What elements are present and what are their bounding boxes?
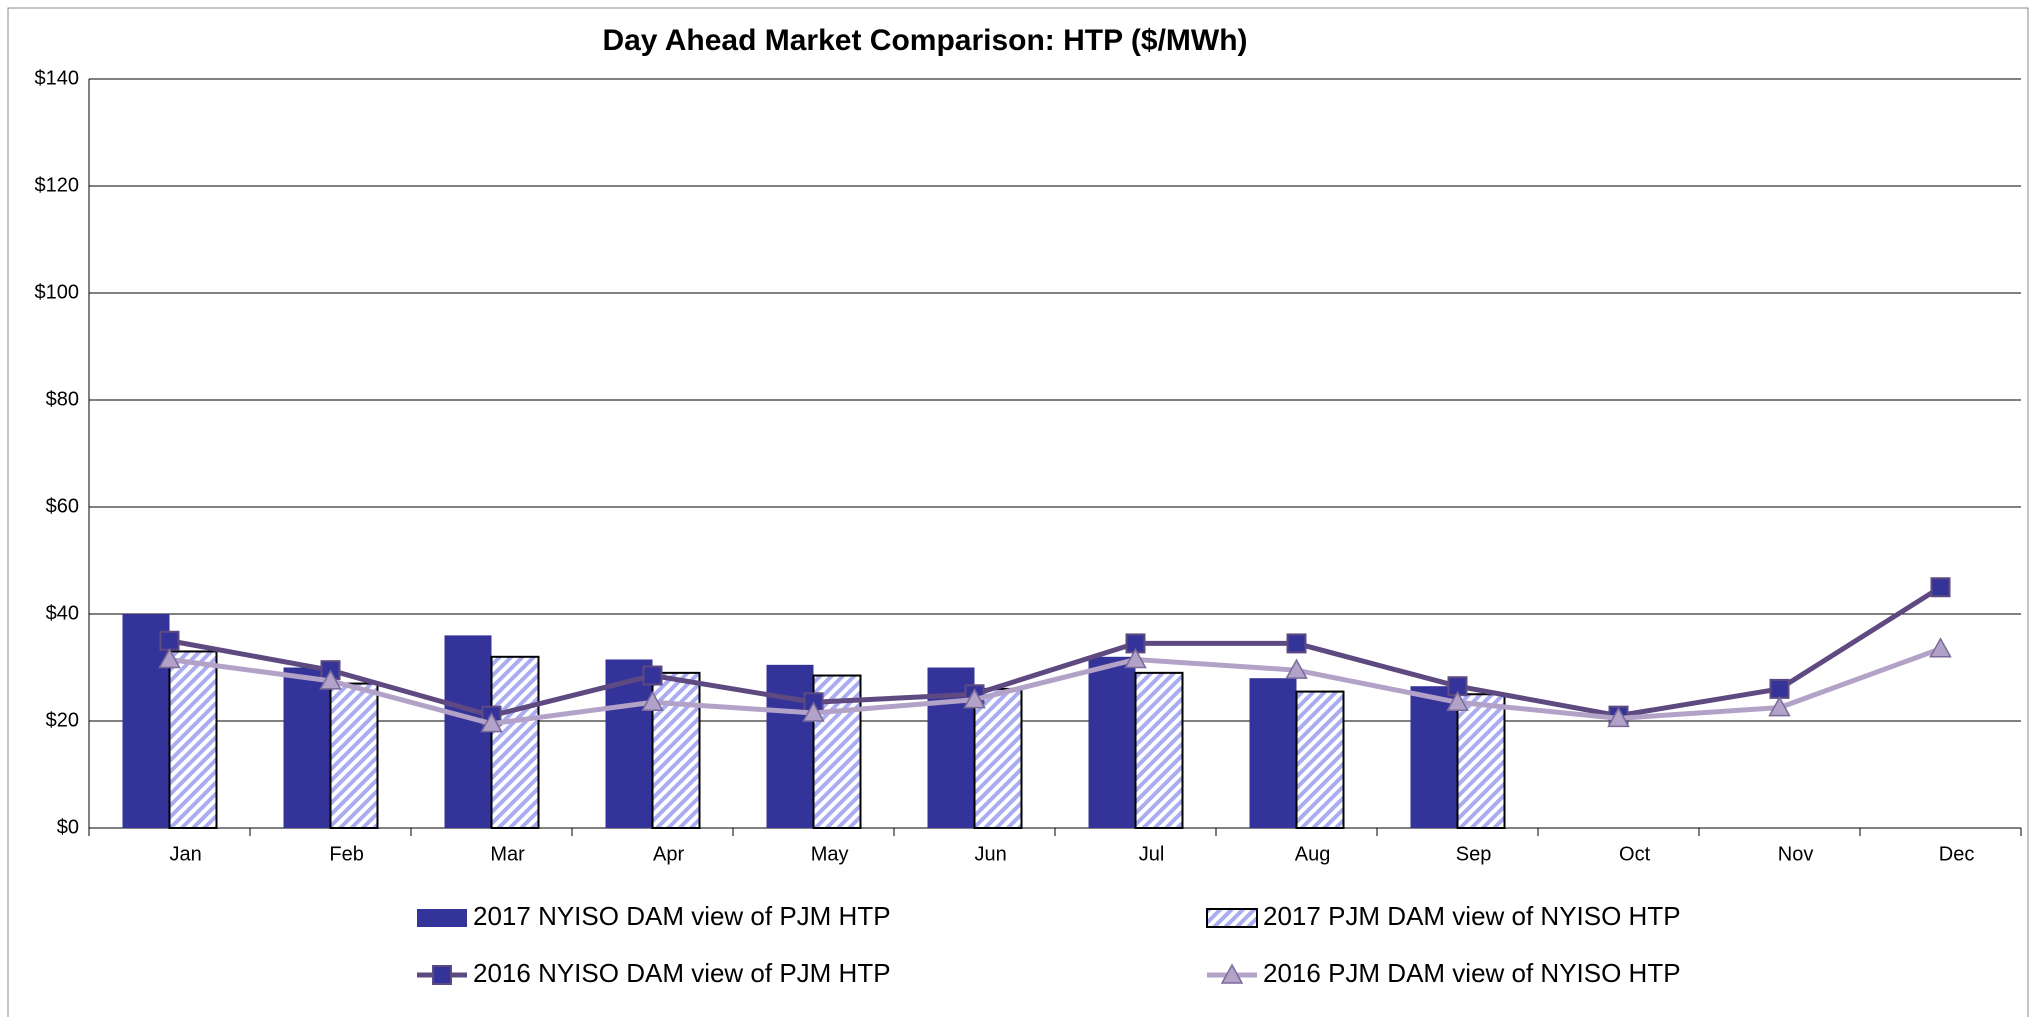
line-marker [480, 712, 503, 733]
chart-border [7, 7, 2029, 1017]
bar [490, 655, 540, 829]
legend-swatch [417, 909, 467, 927]
bar [283, 667, 331, 828]
y-tick-label: $20 [46, 709, 79, 731]
line-marker [159, 630, 180, 651]
x-tick-label: Sep [1456, 843, 1492, 865]
y-tick-label: $140 [35, 67, 80, 89]
line-marker [1768, 696, 1791, 717]
y-tick-label: $120 [35, 174, 80, 196]
x-tick-label: Oct [1619, 843, 1651, 865]
line [169, 585, 1942, 719]
bar [329, 682, 379, 829]
bar [766, 664, 814, 828]
legend-marker [1220, 963, 1244, 984]
line-marker [1286, 633, 1307, 654]
line-marker [1607, 706, 1630, 728]
x-tick-label: Mar [490, 843, 525, 865]
legend-swatch [1206, 908, 1258, 928]
line-marker [1446, 690, 1469, 712]
line-marker [642, 665, 663, 686]
y-tick-label: $60 [46, 495, 79, 517]
bar [168, 650, 218, 830]
line-marker [158, 647, 181, 669]
bar [1134, 671, 1184, 829]
bar [973, 687, 1023, 830]
line-marker [802, 701, 825, 722]
line-marker [1930, 577, 1951, 598]
bar [1249, 678, 1297, 828]
x-tick-label: May [811, 843, 849, 865]
x-tick-label: Feb [329, 843, 363, 865]
bar [1088, 656, 1136, 828]
legend-label: 2016 PJM DAM view of NYISO HTP [1263, 958, 1681, 988]
bar [1456, 693, 1506, 829]
line-marker [641, 690, 664, 712]
line-marker [963, 688, 986, 709]
y-tick-label: $100 [35, 281, 80, 303]
y-tick-label: $40 [46, 602, 79, 624]
legend-label: 2017 PJM DAM view of NYISO HTP [1263, 901, 1681, 931]
line-marker [1285, 658, 1308, 679]
bar [651, 671, 701, 829]
legend-label: 2016 NYISO DAM view of PJM HTP [473, 958, 891, 988]
line-marker [1929, 637, 1952, 658]
x-tick-label: Jan [169, 843, 201, 865]
x-tick-label: Apr [653, 843, 684, 865]
x-tick-label: Nov [1778, 843, 1814, 865]
legend-label: 2017 NYISO DAM view of PJM HTP [473, 901, 891, 931]
y-tick-label: $0 [57, 816, 79, 838]
x-tick-label: Jul [1139, 843, 1165, 865]
chart-title: Day Ahead Market Comparison: HTP ($/MWh) [602, 24, 1247, 57]
bar [1295, 690, 1345, 830]
line-marker [1769, 678, 1790, 699]
x-tick-label: Aug [1295, 843, 1331, 865]
line [169, 646, 1942, 727]
x-tick-label: Jun [974, 843, 1006, 865]
y-tick-label: $80 [46, 388, 79, 410]
line-marker [1124, 647, 1147, 669]
x-tick-label: Dec [1939, 843, 1975, 865]
line-marker [319, 669, 342, 690]
legend-marker [432, 965, 452, 985]
